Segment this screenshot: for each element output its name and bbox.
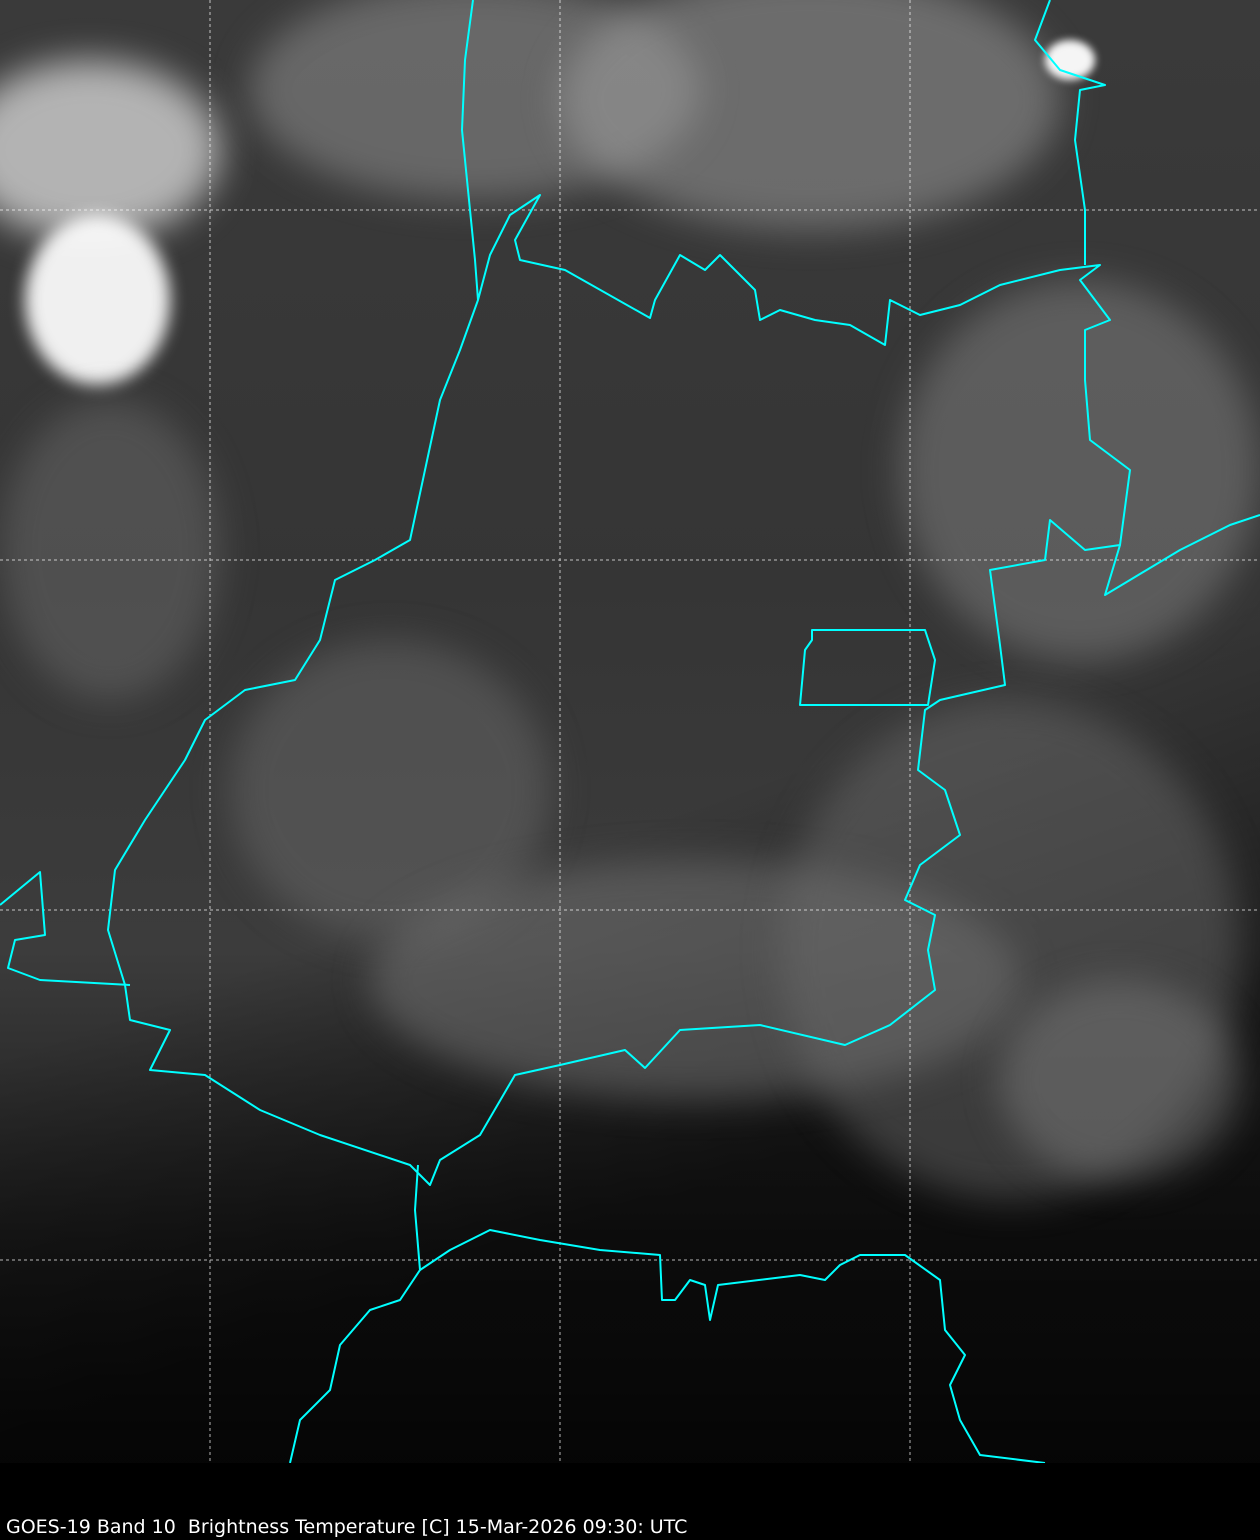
political-borders (0, 0, 1260, 1463)
cloud-southeast (780, 700, 1240, 1200)
state-border-east (1104, 514, 1260, 596)
cloud-convective-cell (25, 215, 170, 385)
cloud-west-mid (0, 400, 220, 700)
cloud-far-southeast (1000, 980, 1240, 1180)
image-caption: GOES-19 Band 10 Brightness Temperature [… (6, 1516, 688, 1538)
lat-lon-gridlines (0, 0, 1260, 1463)
federal-district-border (799, 629, 936, 706)
state-border-south (419, 1229, 1046, 1463)
state-border-main (107, 0, 1131, 1186)
state-border-south-west (289, 1164, 421, 1463)
cloud-top-center (250, 0, 700, 200)
cloud-top-right (560, 0, 1060, 230)
cloud-lower-band (370, 860, 1020, 1100)
satellite-imagery (0, 0, 1260, 1463)
state-border-northeast (1034, 0, 1106, 265)
state-border-west-tail (0, 871, 131, 986)
cloud-east (900, 280, 1260, 660)
